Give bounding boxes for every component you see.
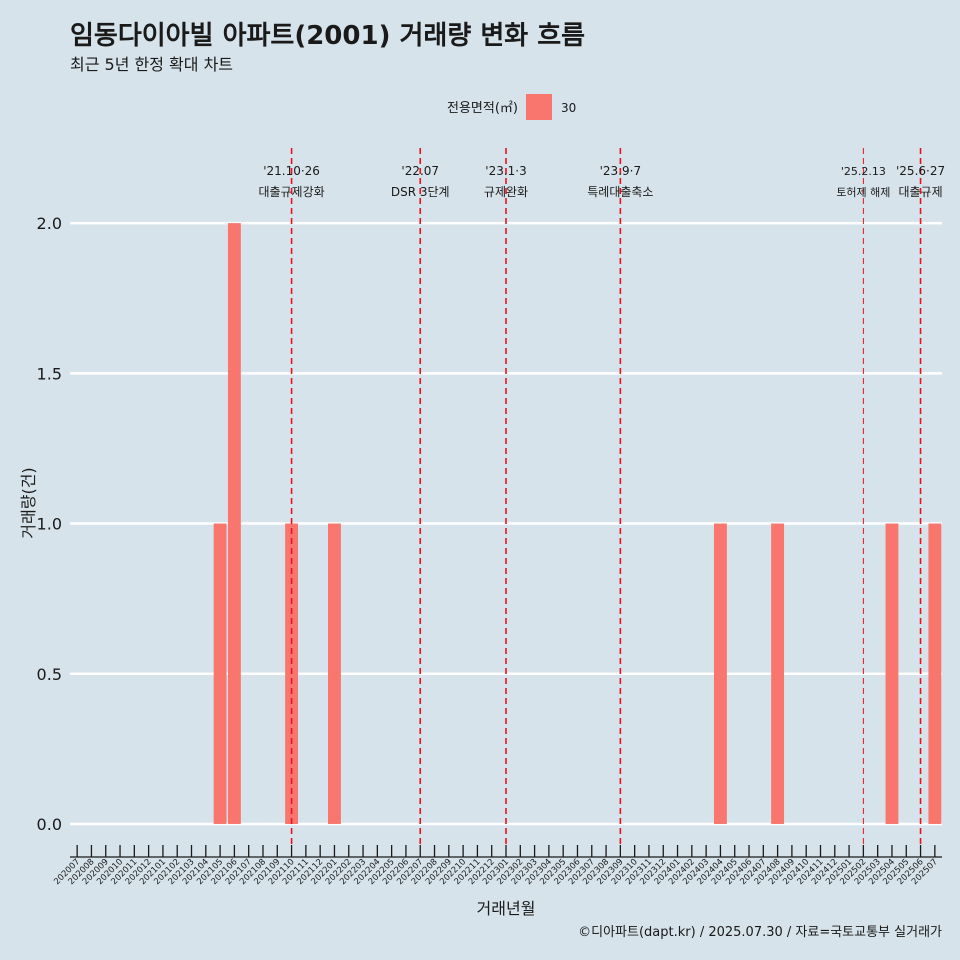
chart-subtitle: 최근 5년 한정 확대 차트 <box>70 55 233 74</box>
bar <box>328 523 341 824</box>
annotation-event: 특례대출축소 <box>587 185 653 199</box>
chart-title: 임동다이아빌 아파트(2001) 거래량 변화 흐름 <box>70 21 585 51</box>
annotation-date: '23.1·3 <box>485 164 526 178</box>
bar <box>928 523 942 824</box>
annotation-event: 대출규제 <box>898 185 942 199</box>
y-tick-label: 0.5 <box>37 665 62 684</box>
legend-title: 전용면적(㎡) <box>447 101 518 116</box>
annotation-event: DSR 3단계 <box>391 185 450 199</box>
bar <box>227 223 241 824</box>
y-axis-title: 거래량(건) <box>19 467 38 538</box>
annotation-event: 규제완화 <box>484 185 528 199</box>
bar <box>713 523 727 824</box>
y-tick-label: 1.0 <box>37 515 62 534</box>
annotation-labels: '21.10·26 대출규제강화 '22.07 DSR 3단계 '23.1·3 규제완화 '… <box>258 164 945 199</box>
y-tick-label: 1.5 <box>37 364 62 383</box>
annotation-date: '25.2.13 <box>841 165 886 178</box>
annotation-event: 대출규제강화 <box>258 185 324 199</box>
annotation-lines <box>290 148 922 845</box>
annotation-event: 토허제 해제 <box>836 185 890 199</box>
legend: 전용면적(㎡) 30 <box>447 94 576 120</box>
annotation-date: '25.6·27 <box>896 164 945 178</box>
bar <box>885 523 899 824</box>
bar <box>213 523 227 824</box>
legend-label: 30 <box>561 101 576 115</box>
y-tick-label: 0.0 <box>37 815 62 834</box>
bar <box>771 523 785 824</box>
annotation-date: '22.07 <box>401 164 439 178</box>
x-axis-title: 거래년월 <box>477 899 536 918</box>
bars <box>213 223 942 824</box>
legend-swatch <box>526 94 552 120</box>
annotation-date: '23.9·7 <box>600 164 641 178</box>
y-tick-label: 2.0 <box>37 214 62 233</box>
y-axis: 0.0 0.5 1.0 1.5 2.0 <box>37 214 62 834</box>
caption: ©디아파트(dapt.kr) / 2025.07.30 / 자료=국토교통부 실… <box>578 925 942 940</box>
annotation-date: '21.10·26 <box>263 164 320 178</box>
x-axis: 2020072020082020092020102020112020122021… <box>52 845 942 887</box>
